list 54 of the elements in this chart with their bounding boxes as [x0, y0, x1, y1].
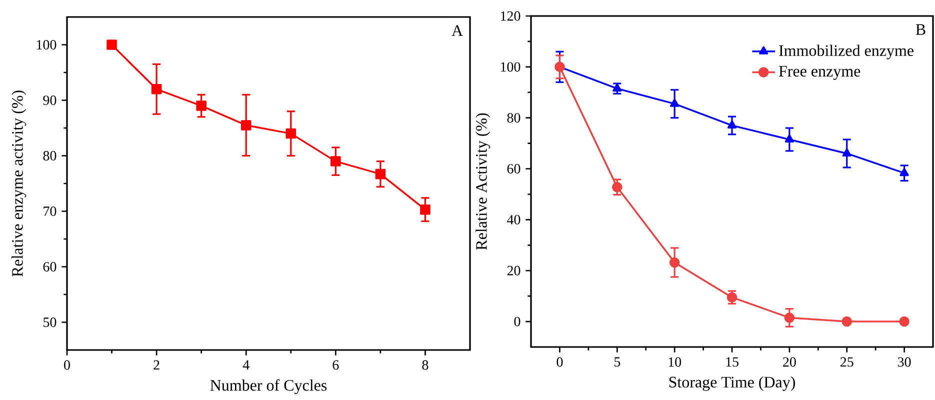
point — [151, 84, 162, 94]
point — [842, 316, 852, 327]
point — [330, 156, 341, 166]
point — [784, 312, 795, 323]
point — [669, 257, 680, 268]
point — [612, 83, 622, 92]
point — [420, 204, 430, 215]
x-axis-title: Number of Cycles — [210, 379, 327, 394]
y-tick-label: 100 — [36, 40, 56, 50]
x-tick-label: 2 — [154, 360, 160, 370]
point — [286, 128, 296, 139]
x-tick-label: 20 — [783, 357, 796, 367]
x-tick-label: 0 — [556, 357, 563, 367]
point — [106, 40, 117, 50]
x-tick-label: 8 — [422, 360, 428, 370]
x-tick-label: 10 — [668, 357, 682, 367]
x-tick-label: 5 — [614, 357, 620, 367]
point — [375, 168, 386, 180]
legend-label: Free enzyme — [778, 66, 860, 80]
y-tick-label: 60 — [507, 164, 520, 174]
legend-label: Immobilized enzyme — [779, 44, 914, 60]
x-tick-label: 6 — [332, 360, 339, 370]
y-tick-label: 120 — [500, 11, 520, 21]
y-axis-title: Relative Activity (%) — [476, 113, 490, 250]
point — [900, 168, 909, 176]
point — [842, 148, 852, 156]
point — [240, 120, 252, 130]
y-tick-label: 20 — [507, 266, 520, 276]
point — [899, 316, 910, 327]
y-axis-title: Relative enzyme activity (%) — [12, 90, 26, 277]
y-tick-label: 0 — [514, 316, 520, 326]
point — [784, 134, 794, 142]
y-tick-label: 90 — [43, 96, 56, 105]
x-tick-label: 30 — [898, 357, 911, 367]
x-tick-label: 25 — [840, 357, 854, 367]
point — [727, 120, 737, 128]
x-tick-label: 0 — [64, 360, 70, 370]
point — [726, 292, 738, 302]
x-tick-label: 4 — [242, 360, 250, 370]
y-tick-label: 60 — [43, 262, 56, 272]
point — [670, 98, 680, 107]
annotation: B — [916, 24, 926, 35]
y-tick-label: 100 — [500, 62, 520, 72]
x-axis-title: Storage Time (Day) — [669, 376, 795, 391]
y-tick-label: 80 — [507, 113, 520, 123]
y-tick-label: 80 — [43, 151, 56, 160]
y-tick-label: 70 — [44, 206, 56, 216]
y-tick-label: 40 — [507, 214, 520, 224]
annotation: A — [452, 25, 463, 36]
point — [612, 182, 622, 192]
point — [554, 62, 565, 72]
y-tick-label: 50 — [44, 318, 56, 327]
x-tick-label: 15 — [726, 357, 738, 367]
point — [196, 100, 206, 111]
